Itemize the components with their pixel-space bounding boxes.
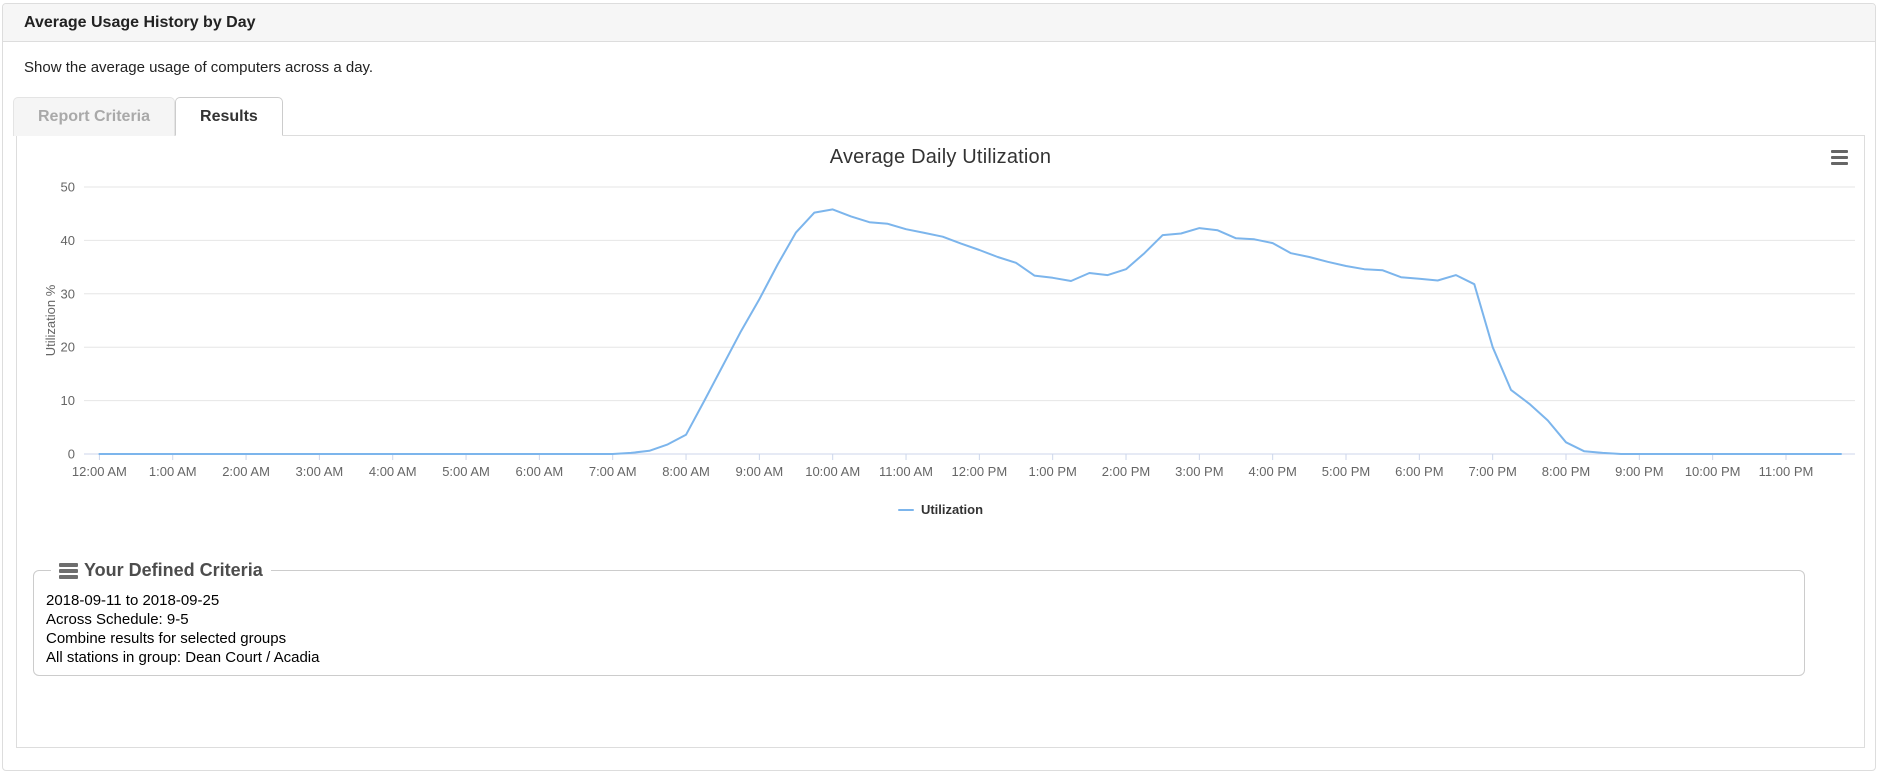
- x-axis-label: 10:00 AM: [805, 464, 860, 479]
- x-axis-label: 6:00 AM: [516, 464, 564, 479]
- criteria-title: Your Defined Criteria: [84, 560, 263, 580]
- tab-results[interactable]: Results: [175, 97, 283, 136]
- page-title: Average Usage History by Day: [24, 13, 256, 31]
- x-axis-label: 7:00 AM: [589, 464, 637, 479]
- defined-criteria-fieldset: Your Defined Criteria 2018-09-11 to 2018…: [33, 560, 1805, 676]
- legend-line-marker: [897, 508, 914, 511]
- chart-title: Average Daily Utilization: [829, 146, 1052, 168]
- x-axis-label: 10:00 PM: [1685, 464, 1741, 479]
- report-panel: Average Usage History by Day Show the av…: [2, 3, 1876, 771]
- report-header: Average Usage History by Day: [3, 4, 1875, 42]
- x-axis-label: 1:00 AM: [149, 464, 197, 479]
- y-axis-label: 30: [61, 286, 75, 301]
- chart-legend-item-utilization[interactable]: Utilization: [17, 502, 1864, 517]
- x-axis-label: 9:00 PM: [1615, 464, 1663, 479]
- criteria-list-icon: [59, 562, 78, 579]
- x-axis-label: 8:00 PM: [1542, 464, 1590, 479]
- x-axis-label: 1:00 PM: [1028, 464, 1076, 479]
- x-axis-label: 6:00 PM: [1395, 464, 1443, 479]
- criteria-line-date-range: 2018-09-11 to 2018-09-25: [46, 592, 220, 609]
- report-description: Show the average usage of computers acro…: [24, 59, 374, 76]
- utilization-line-chart: 0 10 20 30 40 50 12:00 AM 1:00 AM 2:00 AM 3:00 AM…: [43, 180, 1855, 479]
- y-axis-label: 20: [61, 340, 75, 355]
- tab-bar: Report Criteria Results: [13, 97, 283, 136]
- x-axis-label: 3:00 AM: [296, 464, 344, 479]
- x-axis-label: 4:00 PM: [1248, 464, 1296, 479]
- utilization-series-line: [98, 208, 1842, 455]
- criteria-lines: 2018-09-11 to 2018-09-25 Across Schedule…: [46, 591, 1792, 667]
- criteria-line-schedule: Across Schedule: 9-5: [46, 611, 189, 628]
- criteria-line-stations: All stations in group: Dean Court / Acad…: [46, 649, 320, 666]
- results-panel: Average Daily Utilization 0 10 20 30 40 50 12:…: [16, 135, 1865, 748]
- x-axis-label: 9:00 AM: [736, 464, 784, 479]
- x-axis-label: 2:00 PM: [1102, 464, 1150, 479]
- y-axis-title: Utilization %: [43, 284, 58, 356]
- tab-report-criteria[interactable]: Report Criteria: [13, 97, 176, 136]
- x-axis-label: 11:00 PM: [1759, 464, 1814, 479]
- x-axis-label: 5:00 AM: [442, 464, 490, 479]
- chart-menu-icon[interactable]: [1826, 146, 1852, 168]
- x-axis-label: 2:00 AM: [222, 464, 270, 479]
- x-axis-label: 7:00 PM: [1468, 464, 1516, 479]
- defined-criteria-legend: Your Defined Criteria: [51, 560, 271, 581]
- y-axis-label: 0: [68, 447, 75, 462]
- criteria-line-combine: Combine results for selected groups: [46, 630, 287, 647]
- x-axis-label: 8:00 AM: [662, 464, 710, 479]
- x-axis-label: 12:00 AM: [72, 464, 127, 479]
- y-axis-label: 40: [61, 233, 75, 248]
- x-axis-label: 11:00 AM: [879, 464, 933, 479]
- x-axis-label: 3:00 PM: [1175, 464, 1223, 479]
- x-axis-label: 4:00 AM: [369, 464, 417, 479]
- x-axis-label: 5:00 PM: [1322, 464, 1370, 479]
- legend-label: Utilization: [920, 502, 984, 517]
- x-axis-label: 12:00 PM: [952, 464, 1008, 479]
- y-axis-label: 50: [61, 180, 75, 195]
- y-axis-label: 10: [61, 393, 75, 408]
